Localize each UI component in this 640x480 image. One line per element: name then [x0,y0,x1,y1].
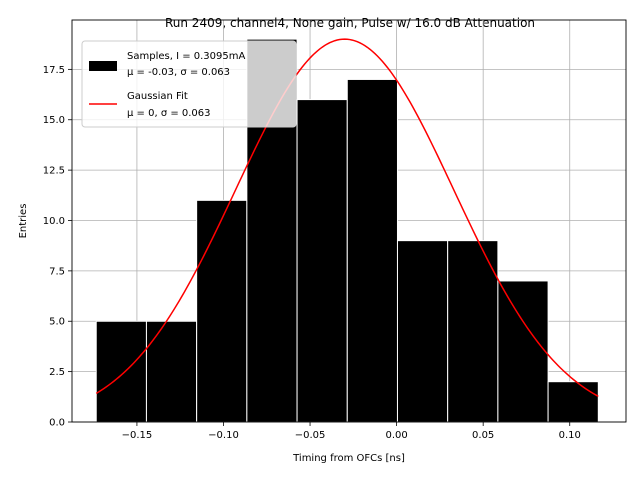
gaussian-fit [95,38,599,398]
gaussian-fit-curve [95,38,599,398]
y-axis-label: Entries [18,204,29,239]
histogram-bar [95,320,147,423]
y-tick-label: 10.0 [43,216,65,227]
legend-fit-stats: μ = 0, σ = 0.063 [127,108,211,119]
histogram-bar [547,381,599,423]
x-tick-label: 0.10 [559,430,581,441]
y-tick-label: 0.0 [49,418,65,429]
x-tick-label: 0.00 [385,430,407,441]
legend-samples-label: Samples, I = 0.3095mA [127,51,245,62]
histogram-bar [196,199,248,423]
plot-frame [71,19,627,423]
legend: Samples, I = 0.3095mA μ = -0.03, σ = 0.0… [81,40,297,128]
y-tick-label: 12.5 [43,166,65,177]
y-tick-label: 2.5 [49,367,65,378]
legend-box [81,40,297,128]
x-tick-label: 0.05 [472,430,494,441]
histogram-bar [346,78,398,423]
legend-samples-stats: μ = -0.03, σ = 0.063 [127,67,230,78]
histogram-bar [396,240,449,423]
histogram-bar [447,240,499,423]
y-tick-label: 15.0 [43,115,65,126]
y-axis-ticks: 0.0 2.5 5.0 7.5 10.0 12.5 15.0 17.5 [43,65,72,429]
x-axis-label: Timing from OFCs [ns] [292,453,405,464]
x-axis-ticks: −0.15 −0.10 −0.05 0.00 0.05 0.10 [122,422,581,441]
x-tick-label: −0.05 [295,430,326,441]
histogram-bar [145,320,198,423]
y-tick-label: 17.5 [43,65,65,76]
x-tick-label: −0.15 [122,430,153,441]
x-tick-label: −0.10 [208,430,239,441]
chart-title: Run 2409, channel4, None gain, Pulse w/ … [165,16,535,30]
y-tick-label: 5.0 [49,317,65,328]
histogram-bar [296,99,348,423]
legend-swatch-samples [89,61,117,71]
y-tick-label: 7.5 [49,266,65,277]
histogram-bar [497,280,549,423]
legend-fit-label: Gaussian Fit [127,91,188,102]
